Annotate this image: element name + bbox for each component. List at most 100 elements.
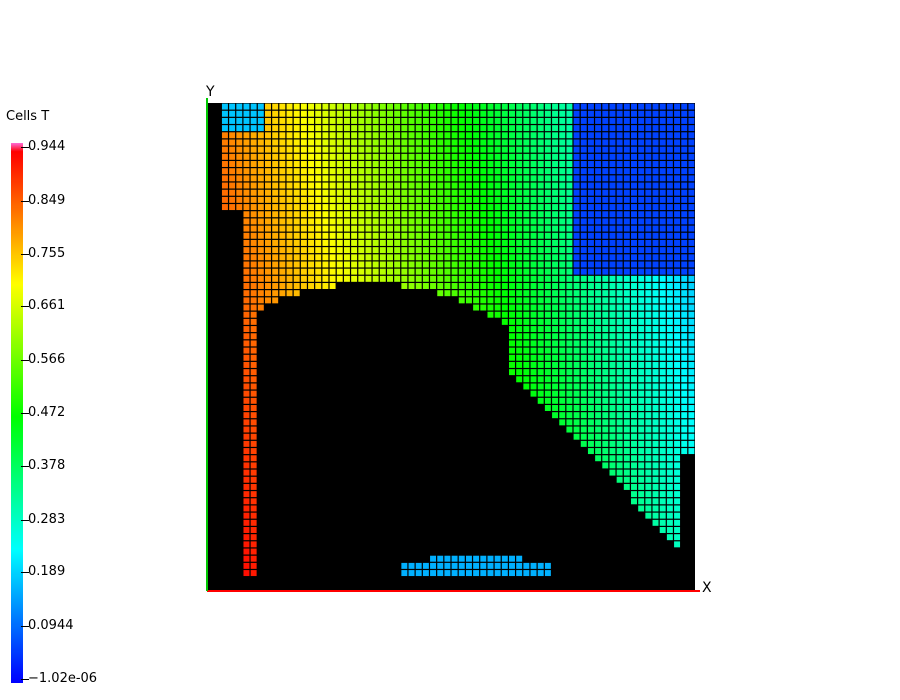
- heat-cell: [501, 232, 508, 239]
- heat-cell: [595, 103, 602, 110]
- heat-cell: [451, 175, 458, 182]
- heat-cell: [250, 340, 257, 347]
- heat-cell: [602, 311, 609, 318]
- heat-cell: [681, 433, 688, 440]
- heat-cell: [666, 211, 673, 218]
- heat-cell: [243, 433, 250, 440]
- heat-cell: [465, 146, 472, 153]
- heat-cell: [523, 161, 530, 167]
- heat-cell: [631, 268, 637, 275]
- heat-cell: [537, 117, 544, 124]
- heat-cell: [365, 275, 372, 282]
- heat-cell: [293, 247, 300, 254]
- heat-cell: [415, 175, 422, 182]
- heat-cell: [229, 189, 236, 196]
- heat-cell: [616, 354, 623, 361]
- heat-cell: [537, 304, 544, 311]
- heat-cell: [430, 161, 437, 167]
- heat-cell: [666, 125, 673, 132]
- heat-cell: [631, 390, 637, 397]
- heat-cell: [666, 304, 673, 311]
- heat-cell: [322, 225, 329, 232]
- heat-cell: [544, 239, 551, 246]
- heat-cell: [494, 153, 501, 160]
- heat-cell: [509, 189, 515, 196]
- heat-cell: [415, 103, 422, 110]
- heat-cell: [580, 390, 587, 397]
- heat-cell: [272, 168, 279, 175]
- heat-cell: [566, 261, 573, 268]
- heat-cell: [602, 397, 609, 404]
- heat-cell: [566, 376, 573, 383]
- heat-cell: [516, 139, 523, 146]
- heat-cell: [595, 440, 602, 447]
- heat-cell: [465, 247, 472, 254]
- heat-cell: [408, 570, 415, 577]
- heat-cell: [652, 340, 659, 347]
- heat-cell: [422, 232, 429, 239]
- heat-cell: [674, 426, 681, 433]
- heat-cell: [300, 103, 307, 110]
- heat-cell: [631, 311, 637, 318]
- heat-cell: [501, 268, 508, 275]
- heat-cell: [308, 146, 315, 153]
- heat-cell: [587, 110, 594, 117]
- heat-cell: [652, 254, 659, 261]
- heat-cell: [666, 376, 673, 383]
- heat-cell: [279, 110, 286, 117]
- heat-cell: [250, 570, 257, 577]
- heat-cell: [351, 168, 358, 175]
- heat-cell: [358, 175, 365, 182]
- heat-cell: [243, 340, 250, 347]
- heat-cell: [544, 196, 551, 203]
- heat-cell: [286, 232, 293, 239]
- heat-cell: [666, 182, 673, 189]
- heat-cell: [422, 211, 429, 218]
- heat-cell: [509, 110, 515, 117]
- heat-cell: [480, 247, 487, 254]
- heat-cell: [537, 125, 544, 132]
- heat-cell: [674, 182, 681, 189]
- heat-cell: [250, 139, 257, 146]
- heat-cell: [566, 297, 573, 304]
- heat-cell: [422, 125, 429, 132]
- heat-cell: [616, 304, 623, 311]
- colorbar-tick-label: 0.755: [28, 245, 66, 261]
- heat-cell: [257, 268, 264, 275]
- heat-cell: [681, 361, 688, 368]
- heat-cell: [265, 268, 271, 275]
- heat-cell: [286, 117, 293, 124]
- heat-cell: [666, 519, 673, 526]
- heat-cell: [293, 161, 300, 167]
- heat-cell: [487, 110, 494, 117]
- heat-cell: [681, 412, 688, 419]
- heat-cell: [415, 182, 422, 189]
- heat-cell: [666, 527, 673, 533]
- heat-cell: [250, 491, 257, 498]
- heat-cell: [480, 283, 487, 289]
- heat-cell: [401, 254, 408, 261]
- heat-cell: [480, 261, 487, 268]
- heat-cell: [329, 218, 336, 225]
- heat-cell: [243, 405, 250, 411]
- heat-cell: [408, 153, 415, 160]
- heat-cell: [674, 110, 681, 117]
- colorbar-tick-mark: [21, 679, 29, 680]
- heat-cell: [566, 117, 573, 124]
- heat-cell: [573, 426, 580, 433]
- heat-cell: [365, 211, 372, 218]
- heat-cell: [465, 132, 472, 139]
- heat-cell: [343, 196, 350, 203]
- heat-cell: [638, 448, 645, 455]
- heat-cell: [537, 110, 544, 117]
- heat-cell: [322, 125, 329, 132]
- heat-cell: [580, 117, 587, 124]
- heat-cell: [552, 211, 559, 218]
- heat-cell: [580, 189, 587, 196]
- heat-cell: [559, 304, 566, 311]
- heat-cell: [365, 125, 372, 132]
- heat-cell: [336, 218, 343, 225]
- heat-cell: [559, 168, 566, 175]
- heat-cell: [372, 153, 379, 160]
- heat-cell: [587, 426, 594, 433]
